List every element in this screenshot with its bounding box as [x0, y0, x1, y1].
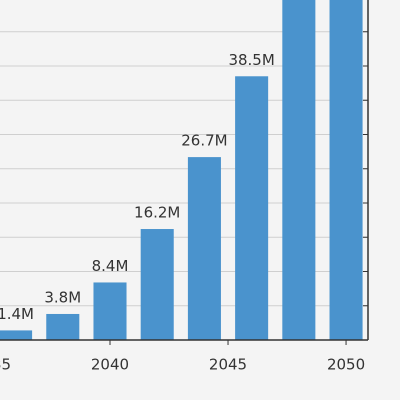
bar	[0, 330, 33, 340]
data-label: 26.7M	[181, 132, 227, 150]
bar	[93, 282, 127, 340]
bar	[140, 229, 174, 340]
x-tick-label: 2050	[327, 356, 365, 374]
x-tick-label: 2040	[91, 356, 129, 374]
bar	[329, 0, 363, 340]
data-label: 8.4M	[92, 257, 129, 275]
data-label: 1.4M	[0, 305, 34, 323]
bar	[235, 76, 269, 341]
bar	[187, 157, 221, 340]
x-tick-label: 2035	[0, 356, 11, 374]
data-label: 3.8M	[44, 288, 81, 306]
data-label: 16.2M	[134, 204, 180, 222]
bar	[282, 0, 316, 340]
bar	[46, 313, 80, 340]
data-label: 38.5M	[228, 51, 274, 69]
x-tick-label: 2045	[209, 356, 247, 374]
